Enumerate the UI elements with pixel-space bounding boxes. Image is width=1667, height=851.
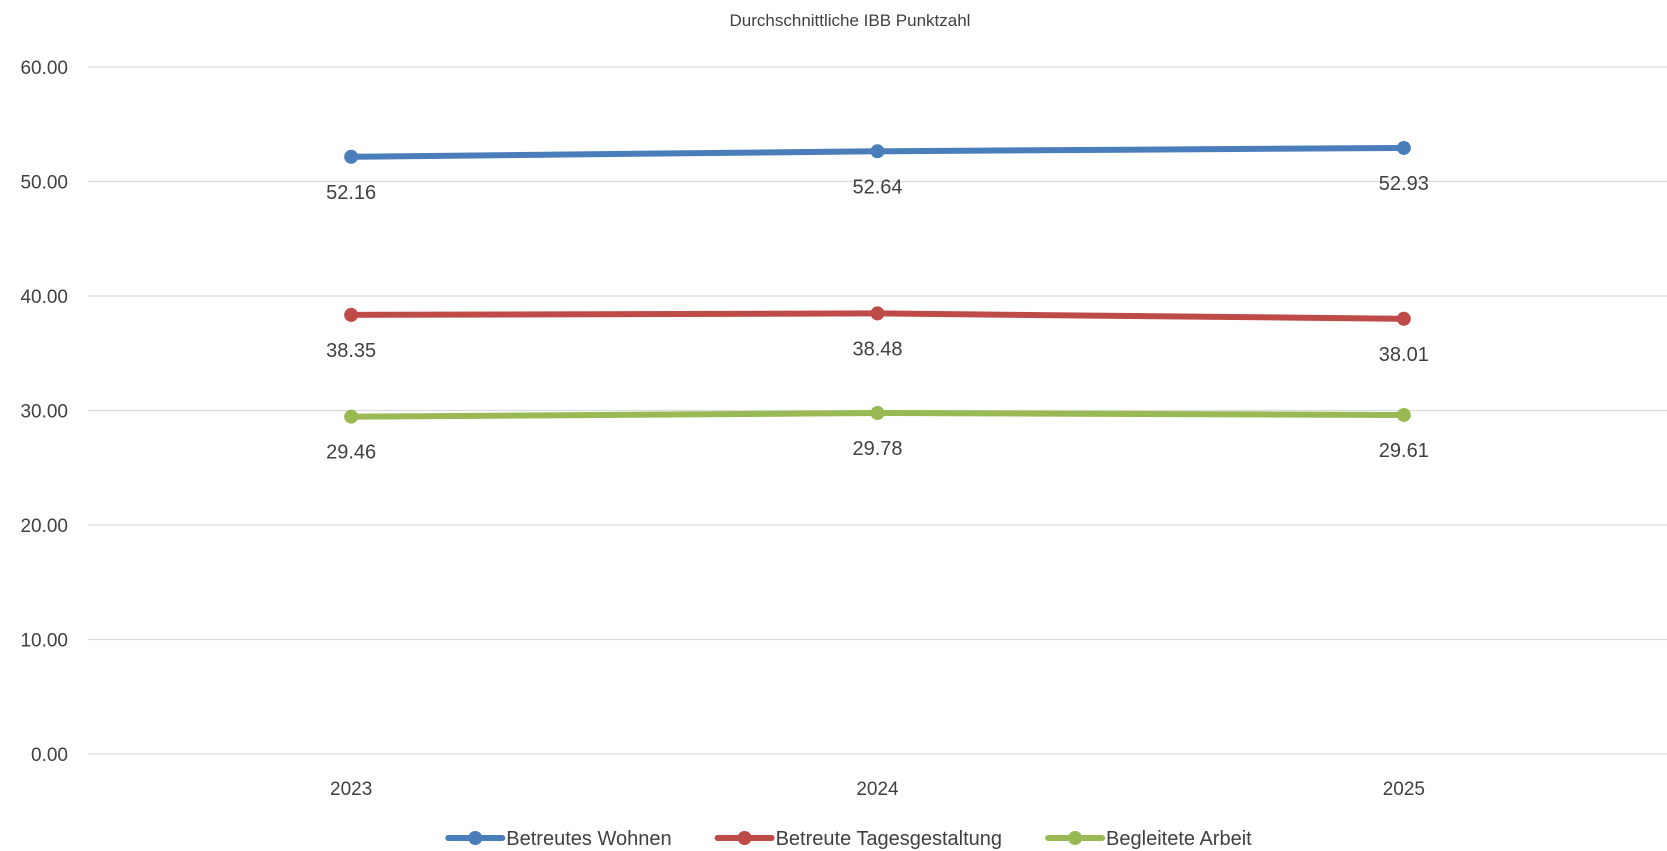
y-tick-label: 30.00 [20,402,68,423]
data-label: 29.78 [852,438,902,460]
y-tick-label: 0.00 [31,745,68,766]
data-point [344,409,359,424]
y-tick-label: 50.00 [20,173,68,194]
legend-swatch-marker [737,831,752,845]
data-label: 38.35 [326,340,376,362]
data-point [870,306,885,321]
data-point [344,307,359,322]
data-labels: 52.16 52.64 52.93 38.35 38.48 38.01 29.46 29.78… [326,173,1429,464]
legend-label: Betreutes Wohnen [506,828,671,850]
legend-label: Begleitete Arbeit [1106,828,1252,850]
x-tick-label: 2024 [856,779,899,800]
legend-item: Betreute Tagesgestaltung [714,828,1002,850]
data-point [870,406,885,421]
x-axis: 2023 2024 2025 [330,779,1425,800]
legend-label: Betreute Tagesgestaltung [776,828,1002,850]
data-point [1396,407,1411,422]
y-tick-label: 20.00 [20,516,68,537]
data-point [1396,311,1411,326]
series-group [344,140,1411,424]
data-point [870,144,885,159]
legend: Betreutes Wohnen Betreute Tagesgestaltung… [445,828,1252,850]
data-label: 29.61 [1379,440,1429,462]
x-tick-label: 2025 [1383,779,1425,800]
data-label: 52.93 [1379,173,1429,195]
y-axis: 0.00 10.00 20.00 30.00 40.00 50.00 60.00 [20,58,68,766]
data-label: 52.64 [852,176,902,198]
data-point [344,149,359,164]
y-tick-label: 10.00 [20,631,68,652]
data-label: 38.01 [1379,344,1429,366]
data-point [1396,140,1411,155]
x-tick-label: 2023 [330,779,372,800]
chart-title: Durchschnittliche IBB Punktzahl [730,11,971,30]
y-tick-label: 40.00 [20,287,68,308]
data-label: 52.16 [326,182,376,204]
legend-swatch-marker [1068,831,1083,845]
legend-item: Betreutes Wohnen [445,828,672,850]
data-label: 29.46 [326,442,376,464]
legend-item: Begleitete Arbeit [1045,828,1252,850]
legend-swatch-marker [468,831,483,845]
y-tick-label: 60.00 [20,58,68,79]
data-label: 38.48 [852,338,902,360]
